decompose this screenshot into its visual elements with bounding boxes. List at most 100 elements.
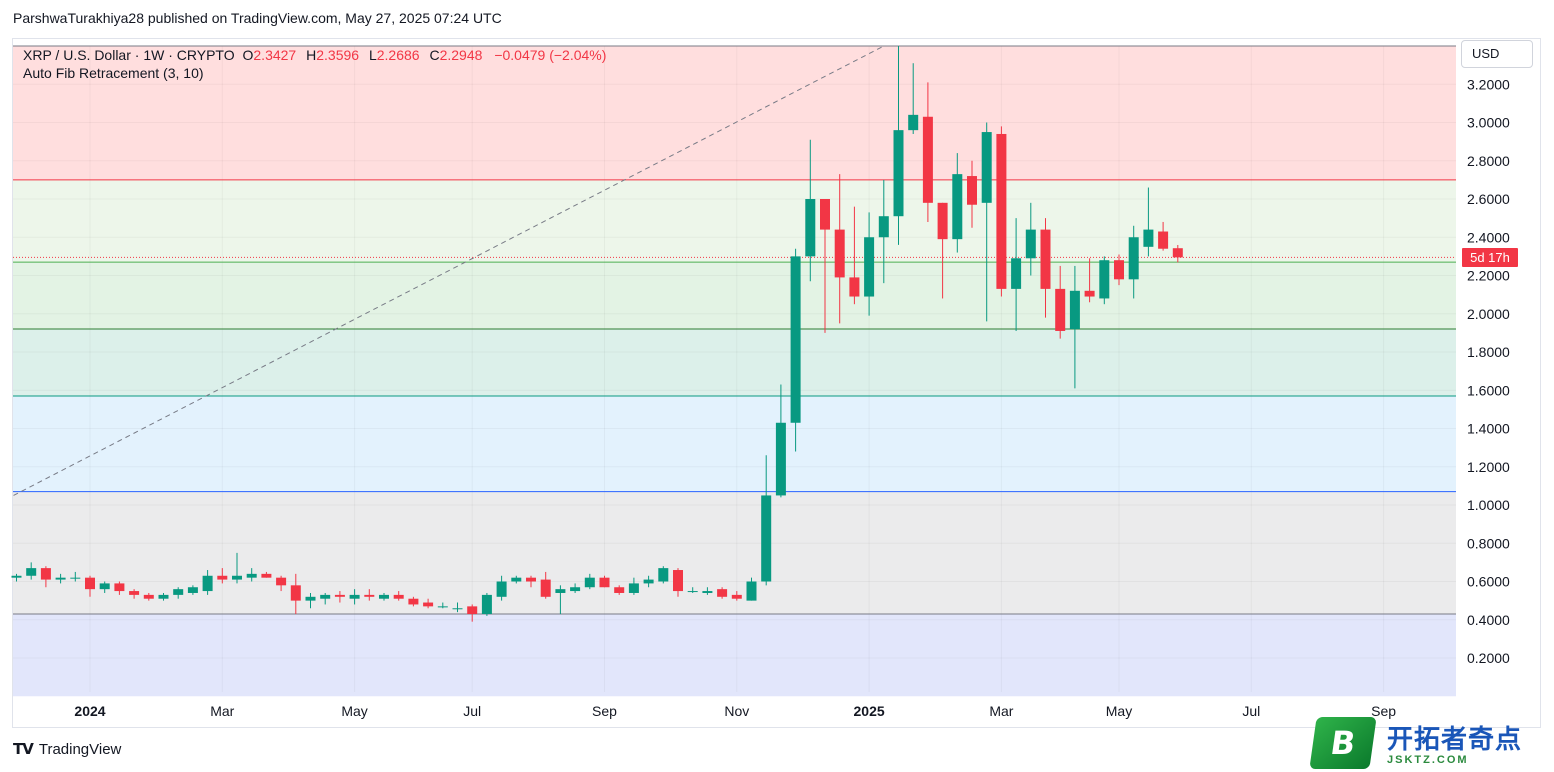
x-tick-label: Sep <box>1371 703 1396 719</box>
candle-body <box>1128 237 1139 280</box>
candle-body <box>864 237 875 297</box>
y-tick-label: 2.8000 <box>1467 153 1510 169</box>
symbol-legend[interactable]: XRP / U.S. Dollar · 1W · CRYPTO O2.3427 … <box>23 45 606 65</box>
candle-body <box>1025 229 1036 259</box>
bar-countdown-badge: 5d 17h <box>1462 248 1518 267</box>
candle-body <box>820 199 830 230</box>
chart-frame <box>12 38 1541 728</box>
x-tick-label: May <box>341 703 367 719</box>
candle-body <box>775 422 786 496</box>
fib-band <box>13 491 1456 615</box>
currency-button[interactable]: USD <box>1461 40 1533 68</box>
candle-body <box>702 591 713 593</box>
y-tick-label: 0.8000 <box>1467 535 1510 551</box>
attribution-text: ParshwaTurakhiya28 published on TradingV… <box>13 10 502 26</box>
low-label: L <box>368 47 377 63</box>
candle-body <box>467 606 478 615</box>
candle-body <box>423 602 434 607</box>
candle-body <box>143 594 154 599</box>
symbol-name[interactable]: XRP / U.S. Dollar · 1W · CRYPTO <box>23 47 235 63</box>
indicator-label[interactable]: Auto Fib Retracement (3, 10) <box>23 65 204 81</box>
candle-body <box>114 583 125 592</box>
y-tick-label: 1.8000 <box>1467 344 1510 360</box>
y-tick-label: 1.4000 <box>1467 421 1510 437</box>
fib-band <box>13 262 1456 330</box>
candle-body <box>40 568 51 580</box>
candle-body <box>187 587 198 593</box>
candle-body <box>70 577 81 579</box>
y-tick-label: 3.0000 <box>1467 115 1510 131</box>
candle-body <box>599 577 610 588</box>
tradingview-brand: TradingView <box>38 740 122 758</box>
candle-body <box>717 589 728 597</box>
candle-body <box>349 594 360 599</box>
candle-body <box>908 114 919 131</box>
y-tick-label: 2.0000 <box>1467 306 1510 322</box>
candle-body <box>334 594 345 597</box>
candle-body <box>893 130 904 217</box>
candle-body <box>99 583 110 590</box>
candle-body <box>805 199 816 257</box>
candle-body <box>511 577 522 582</box>
x-tick-label: Jul <box>1242 703 1260 719</box>
watermark-title: 开拓者奇点 <box>1387 725 1523 755</box>
candle-body <box>437 606 448 608</box>
candle-body <box>967 176 977 205</box>
candle-body <box>658 568 669 582</box>
open-label: O <box>242 47 254 63</box>
close-value: 2.2948 <box>439 47 483 63</box>
candle-body <box>276 577 287 586</box>
candle-body <box>408 598 419 605</box>
high-value: 2.3596 <box>316 47 360 63</box>
x-tick-label: Mar <box>989 703 1013 719</box>
candle-body <box>687 591 698 593</box>
candle-body <box>173 589 184 595</box>
candle-body <box>85 577 95 590</box>
candle-body <box>1158 231 1169 249</box>
trend-dashed-line <box>13 45 885 496</box>
candle-body <box>1084 290 1095 297</box>
candle-body <box>996 133 1007 289</box>
candle-body <box>232 575 242 580</box>
grid-lines <box>13 46 1456 692</box>
tradingview-logo[interactable]: 𝗧𝗩 TradingView <box>13 740 122 759</box>
y-tick-label: 2.2000 <box>1467 268 1510 284</box>
candle-body <box>834 229 845 278</box>
candle-body <box>614 587 625 593</box>
y-tick-label: 0.4000 <box>1467 612 1510 628</box>
x-tick-label: May <box>1106 703 1132 719</box>
candle-body <box>849 277 860 297</box>
candle-body <box>878 216 889 238</box>
watermark-badge-icon: B <box>1309 716 1377 769</box>
x-tick-label: 2024 <box>74 703 105 719</box>
trend-line <box>13 45 1456 496</box>
y-tick-label: 0.2000 <box>1467 650 1510 666</box>
x-axis: 2024 Mar May Jul Sep Nov 2025 Mar May Jul Sep <box>74 703 1396 719</box>
candle-body <box>261 573 272 578</box>
x-tick-label: Jul <box>463 703 481 719</box>
x-tick-label: Mar <box>210 703 234 719</box>
candlestick-series <box>11 46 1183 622</box>
y-tick-label: 1.6000 <box>1467 382 1510 398</box>
open-value: 2.3427 <box>253 47 297 63</box>
candle-body <box>305 596 316 601</box>
y-tick-label: 2.6000 <box>1467 191 1510 207</box>
candle-body <box>129 591 140 595</box>
candle-body <box>555 589 566 593</box>
candle-body <box>217 575 228 580</box>
candle-body <box>731 594 742 599</box>
y-tick-label: 1.0000 <box>1467 497 1510 513</box>
y-tick-label: 1.2000 <box>1467 459 1510 475</box>
watermark-domain: JSKTZ.COM <box>1387 754 1469 766</box>
candle-body <box>364 594 375 597</box>
candle-body <box>526 577 536 582</box>
close-label: C <box>429 47 440 63</box>
x-tick-label: Sep <box>592 703 617 719</box>
candle-body <box>452 608 463 610</box>
y-axis: 0.2000 0.4000 0.6000 0.8000 1.0000 1.2000 1.40… <box>1467 76 1510 666</box>
candle-body <box>584 577 595 588</box>
x-tick-label: Nov <box>724 703 749 719</box>
candle-body <box>26 568 37 576</box>
candle-body <box>320 594 331 599</box>
